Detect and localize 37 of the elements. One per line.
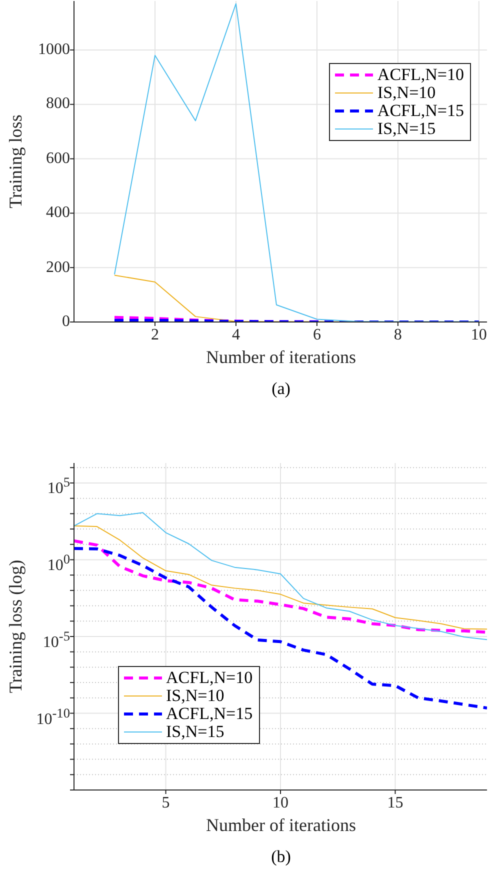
y-axis-title: Training loss (log) (5, 560, 26, 694)
x-tick-label: 8 (394, 326, 402, 344)
y-tick-label: 10$^{-5}$ (42, 628, 70, 651)
legend-label: ACFL,N=15 (166, 704, 253, 723)
legend-label: IS,N=15 (377, 119, 436, 138)
y-tick-label: 10$^{5}$ (47, 474, 70, 498)
y-tick-label: 1000 (38, 40, 70, 58)
legend-label: IS,N=10 (166, 686, 224, 705)
legend-label: ACFL,N=10 (377, 65, 464, 84)
x-tick-label: 10 (272, 794, 288, 812)
x-tick-label: 2 (150, 326, 159, 344)
x-tick-label: 10 (470, 326, 487, 344)
line-series (74, 525, 487, 630)
text: (b) (271, 847, 291, 866)
x-axis-title: Number of iterations (206, 815, 356, 835)
y-axis-title: Training loss (5, 114, 26, 208)
line-series (114, 3, 480, 322)
line-series (74, 512, 487, 640)
legend-label: ACFL,N=15 (377, 101, 464, 120)
x-axis-title: Number of iterations (206, 347, 356, 367)
y-tick-label: 800 (46, 95, 70, 112)
y-tick-label: 10$^{0}$ (47, 552, 70, 574)
y-tick-label: 600 (46, 150, 70, 167)
y-tick-label: 400 (46, 204, 70, 222)
y-tick-label: 200 (46, 258, 70, 276)
y-tick-label: 0 (62, 313, 70, 330)
legend-label: ACFL,N=10 (166, 668, 253, 687)
text: (a) (272, 379, 290, 398)
y-tick-label: 10$^{-10}$ (36, 705, 70, 728)
x-tick-label: 4 (232, 326, 240, 344)
line-series (74, 539, 487, 634)
x-tick-label: 6 (312, 326, 321, 344)
x-tick-label: 5 (162, 794, 170, 812)
x-tick-label: 15 (387, 794, 404, 812)
legend-label: IS,N=10 (377, 83, 436, 102)
line-series (74, 546, 487, 710)
legend-label: IS,N=15 (166, 722, 224, 741)
